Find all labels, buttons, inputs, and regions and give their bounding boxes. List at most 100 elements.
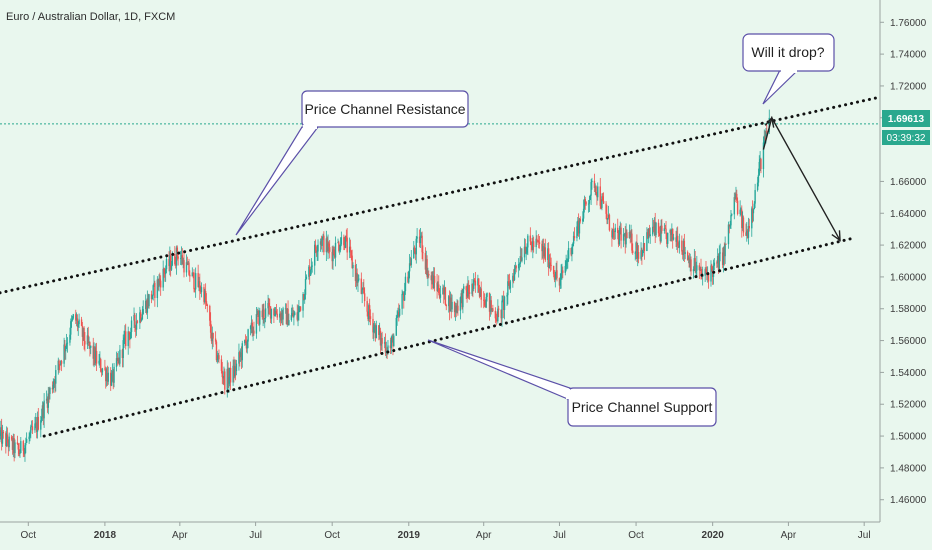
- candle-body: [186, 262, 189, 265]
- candle-body: [383, 342, 386, 344]
- candle-body: [269, 305, 271, 307]
- candle-body: [537, 241, 540, 243]
- candle-body: [105, 369, 107, 382]
- candle-body: [100, 359, 102, 372]
- candle-body: [433, 275, 436, 283]
- candle-body: [14, 442, 16, 454]
- candle-body: [395, 318, 397, 336]
- y-tick-label: 1.52000: [890, 400, 927, 411]
- candle-body: [133, 314, 135, 321]
- candle-body: [170, 265, 173, 270]
- candle-body: [235, 363, 238, 372]
- candle-body: [268, 302, 270, 306]
- candle-body: [525, 252, 527, 254]
- candle-body: [617, 232, 620, 245]
- candle-body: [239, 352, 242, 358]
- candle-body: [652, 226, 655, 228]
- candle-body: [723, 247, 726, 257]
- candle-body: [390, 339, 392, 349]
- candle-body: [315, 250, 318, 253]
- candle-body: [162, 268, 164, 288]
- trendline-resistance[interactable]: [0, 95, 882, 295]
- candle-body: [328, 243, 330, 248]
- candle-body: [19, 453, 21, 454]
- candle-body: [593, 180, 596, 188]
- candle-body: [309, 269, 312, 276]
- candle-body: [332, 249, 334, 262]
- candle-body: [741, 217, 744, 229]
- candle-body: [34, 423, 36, 431]
- candle-body: [433, 275, 435, 289]
- candle-body: [159, 280, 162, 288]
- candle-body: [403, 293, 405, 301]
- candle-body: [725, 243, 727, 245]
- candle-body: [450, 297, 452, 310]
- y-tick-label: 1.46000: [890, 495, 927, 506]
- candle-body: [766, 131, 768, 133]
- plot-area[interactable]: [0, 0, 880, 522]
- candle-body: [47, 393, 49, 408]
- candle-body: [200, 287, 203, 293]
- candle-body: [589, 195, 591, 201]
- candle-body: [601, 196, 603, 208]
- candle-body: [82, 327, 84, 337]
- candle-body: [690, 259, 692, 272]
- countdown-badge: 03:39:32: [882, 130, 930, 145]
- candle-body: [54, 381, 56, 384]
- candle-body: [588, 200, 591, 204]
- candle-body: [751, 208, 753, 229]
- candle-body: [745, 232, 747, 236]
- candle-body: [11, 439, 14, 450]
- candle-body: [612, 229, 615, 232]
- candle-body: [754, 190, 756, 204]
- candle-body: [319, 241, 322, 245]
- candle-body: [222, 377, 224, 379]
- candle-body: [88, 342, 90, 343]
- candle-body: [736, 193, 738, 201]
- candle-body: [548, 262, 551, 268]
- candle-body: [562, 270, 564, 273]
- candle-body: [724, 243, 726, 257]
- candle-body: [728, 224, 731, 227]
- candle-body: [259, 310, 261, 325]
- candle-body: [735, 193, 737, 200]
- candle-body: [700, 266, 702, 275]
- candle-body: [177, 256, 179, 259]
- candle-body: [579, 218, 581, 222]
- candle-body: [338, 242, 340, 251]
- candle-body: [578, 218, 581, 234]
- candle-body: [246, 341, 248, 349]
- candle-body: [20, 441, 22, 454]
- candle-body: [339, 244, 342, 250]
- candle-body: [495, 318, 497, 320]
- candle-body: [205, 301, 208, 305]
- candle-body: [413, 247, 416, 252]
- candle-body: [392, 336, 394, 347]
- candle-body: [473, 279, 475, 289]
- candle-body: [605, 203, 607, 214]
- candle-body: [314, 244, 316, 266]
- candle-body: [654, 222, 656, 236]
- candle-body: [314, 244, 317, 251]
- candle-body: [512, 275, 514, 282]
- trendline-support[interactable]: [42, 237, 853, 438]
- candle-body: [663, 228, 666, 231]
- candle-body: [753, 203, 755, 210]
- x-tick-label: Oct: [21, 530, 37, 541]
- candle-body: [90, 345, 92, 348]
- candle-body: [758, 161, 760, 175]
- candle-body: [678, 240, 681, 248]
- x-tick-label: 2019: [398, 530, 421, 541]
- candle-body: [671, 228, 673, 235]
- candle-body: [304, 279, 307, 295]
- candle-body: [677, 245, 680, 248]
- candle-body: [217, 355, 219, 360]
- candle-body: [577, 220, 579, 227]
- candle-body: [733, 197, 736, 215]
- candle-body: [113, 366, 115, 383]
- candle-body: [404, 276, 407, 292]
- candle-body: [648, 228, 651, 236]
- candle-body: [582, 208, 585, 219]
- candle-body: [596, 193, 598, 198]
